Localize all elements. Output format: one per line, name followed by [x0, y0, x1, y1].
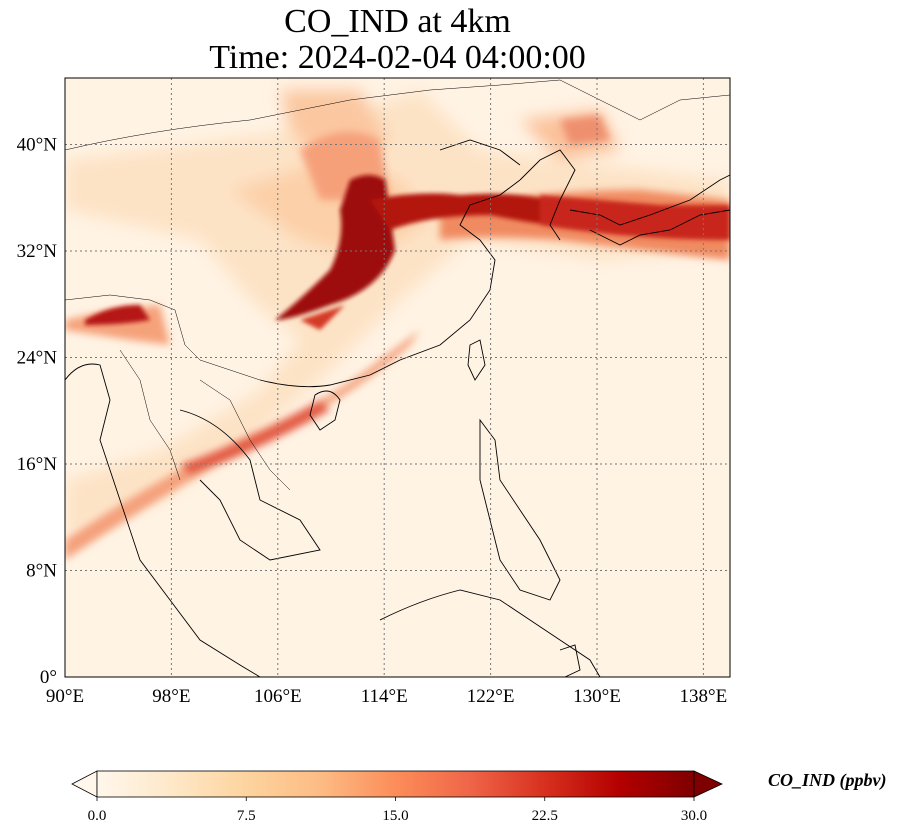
coastlines: [65, 139, 730, 677]
map-title: CO_IND at 4km: [284, 3, 511, 40]
concentration-field: [65, 78, 730, 677]
colorbar-tick-label: 7.5: [237, 808, 256, 824]
lat-tick-label: 32°N: [17, 241, 58, 262]
map-frame: [64, 77, 731, 678]
plume-high: [85, 175, 730, 330]
lon-tick-label: 106°E: [254, 686, 302, 707]
longitude-tick-labels: 90°E 98°E 106°E 114°E 122°E 130°E 138°E: [46, 686, 727, 707]
coastline-hainan: [309, 390, 341, 431]
lon-tick-label: 138°E: [680, 686, 728, 707]
colorbar-extend-min: [71, 770, 98, 798]
colorbar-tick-label: 0.0: [88, 808, 107, 824]
border-south-asia: [65, 294, 261, 381]
lat-tick-label: 40°N: [17, 135, 58, 156]
lon-tick-label: 98°E: [152, 686, 190, 707]
lon-tick-label: 114°E: [361, 686, 408, 707]
border-laos-vietnam: [199, 379, 291, 491]
lat-tick-label: 24°N: [17, 348, 58, 369]
lon-tick-label: 90°E: [46, 686, 84, 707]
colorbar-ramp: [96, 770, 695, 798]
colorbar-tick-label: 30.0: [681, 808, 707, 824]
coastline-taiwan: [467, 339, 486, 381]
coastline-sulawesi: [559, 644, 581, 677]
colorbar-tick-label: 22.5: [532, 808, 558, 824]
colorbar-extend-max: [693, 770, 723, 798]
colorbar: 0.0 7.5 15.0 22.5 30.0: [71, 770, 723, 824]
lat-tick-label: 0°: [40, 667, 57, 688]
coastline-indochina-west: [65, 363, 261, 677]
gridlines: [65, 78, 730, 677]
lat-tick-label: 16°N: [17, 454, 58, 475]
map-subtitle-time: Time: 2024-02-04 04:00:00: [209, 39, 586, 76]
colorbar-ticks: 0.0 7.5 15.0 22.5 30.0: [88, 797, 707, 824]
colorbar-tick-label: 15.0: [382, 808, 408, 824]
lon-tick-label: 130°E: [573, 686, 621, 707]
coastline-indochina-east: [179, 409, 321, 561]
lon-tick-label: 122°E: [467, 686, 515, 707]
border-russia: [499, 79, 730, 121]
colorbar-title: CO_IND (ppbv): [768, 770, 887, 790]
border-myanmar: [119, 349, 181, 481]
coastline-korea: [519, 149, 576, 241]
latitude-tick-labels: 0° 8°N 16°N 24°N 32°N 40°N: [17, 135, 58, 688]
coastline-philippines: [479, 418, 561, 601]
coastline-japan-north: [569, 174, 730, 226]
coastline-borneo: [379, 589, 601, 677]
coastline-japan-south: [589, 209, 730, 246]
lat-tick-label: 8°N: [26, 561, 57, 582]
coastline-china-south-east: [259, 179, 521, 388]
